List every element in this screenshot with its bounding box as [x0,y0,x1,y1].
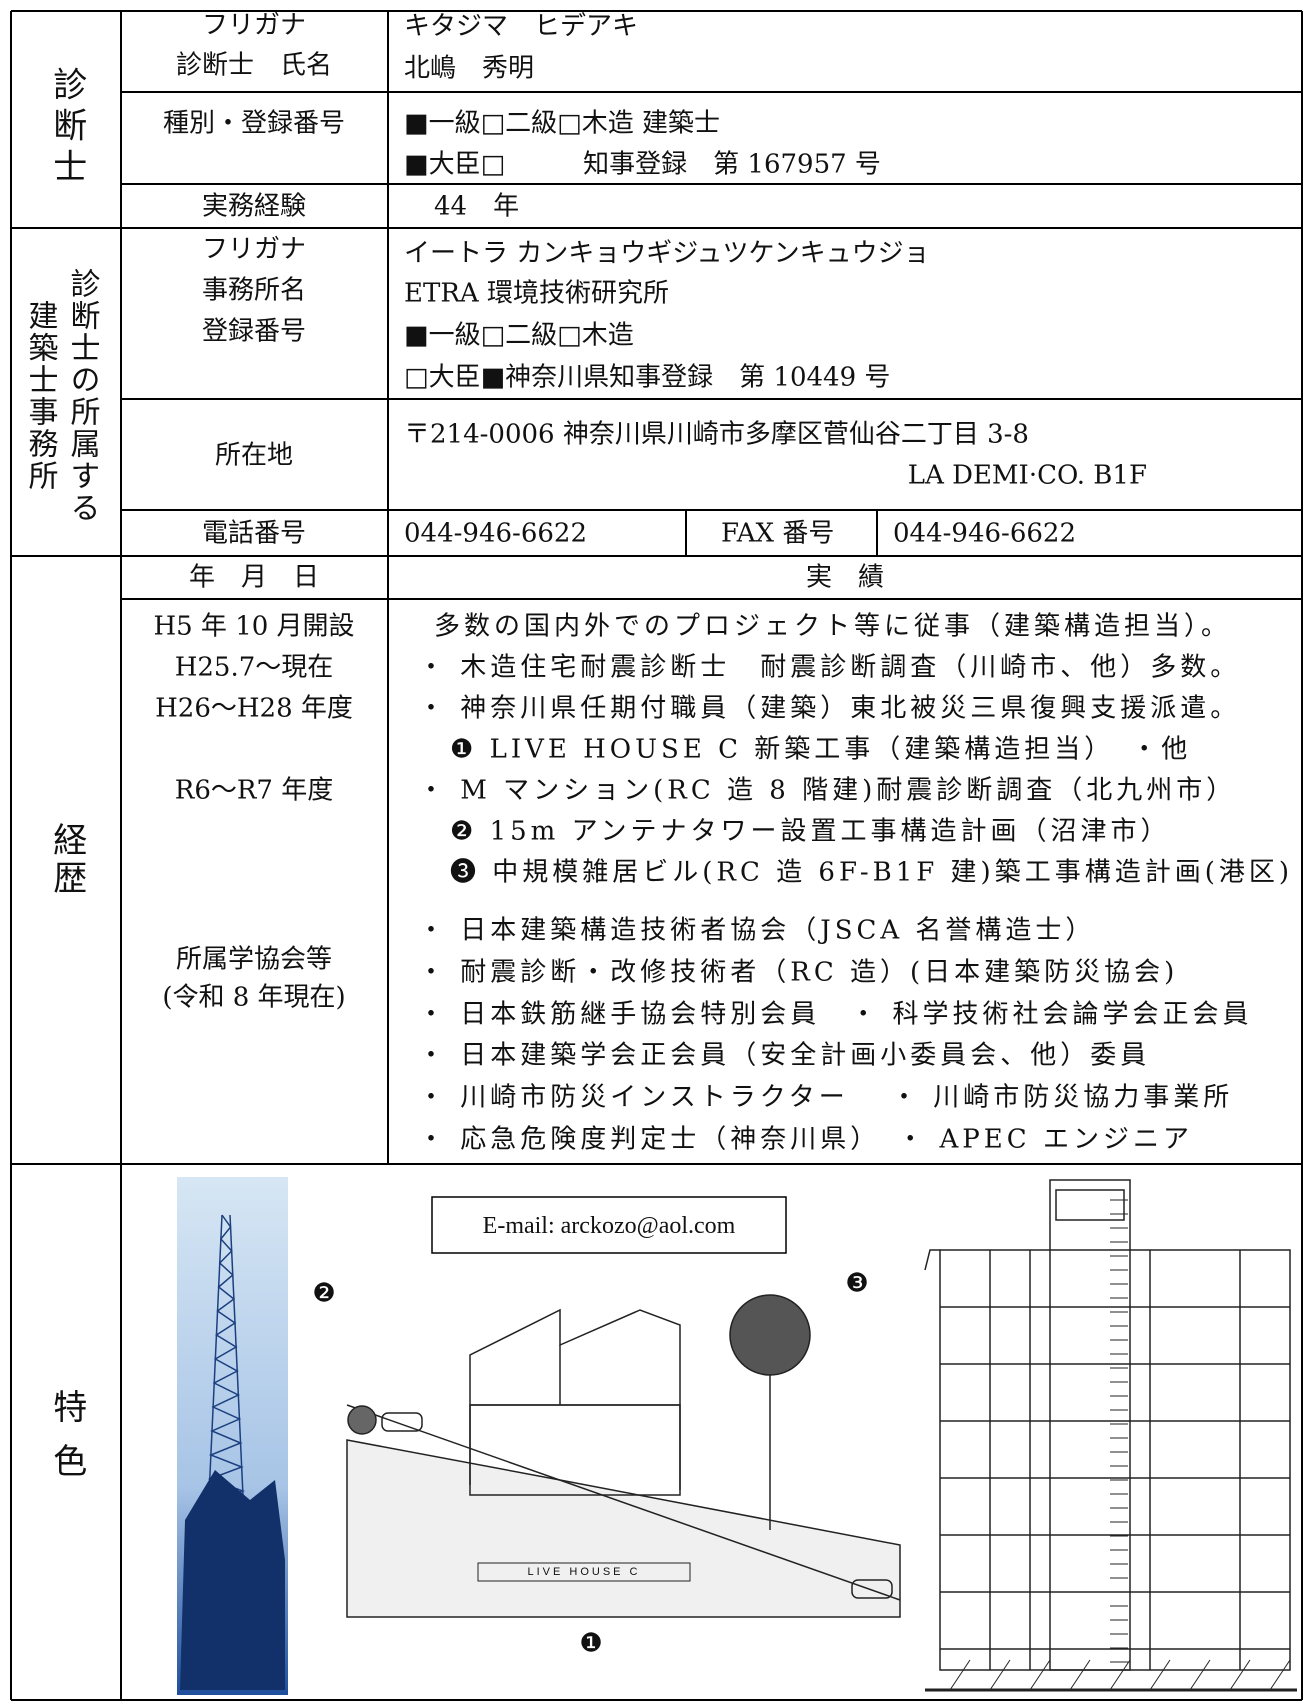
tower-trees [180,1470,285,1690]
date: 所属学協会等 [175,944,333,975]
column-header: 実 績 [805,562,885,593]
label: 事務所名 [201,275,307,306]
hatch [989,1659,1011,1691]
label: FAX 番号 [721,518,835,549]
section-heading: 建築士事務所 [22,300,58,492]
table-grid [10,10,1303,1701]
record: ・ 日本鉄筋継手協会特別会員 ・ 科学技術社会論学会正会員 [418,999,1253,1030]
section-heading: 診断士の所属する [64,268,100,524]
value: 〒214-0006 神奈川県川崎市多摩区菅仙谷二丁目 3-8 [404,419,1029,450]
email-box [431,1196,787,1254]
value: 44 年 [434,191,520,222]
label: フリガナ [201,234,307,265]
hatch [1149,1659,1171,1691]
hatch [949,1659,971,1691]
record: ❶ LIVE HOUSE C 新築工事（建築構造担当） ・他 [450,734,1192,765]
record: 多数の国内外でのプロジェクト等に従事（建築構造担当）。 [434,611,1232,642]
record: ❸ 中規模雑居ビル(RC 造 6F-B1F 建)築工事構造計画(港区) [450,857,1293,888]
value: 044-946-6622 [893,518,1076,549]
value: 北嶋 秀明 [404,53,535,84]
label: 種別・登録番号 [162,108,346,139]
section-heading: 経歴 [46,822,87,898]
value: イートラ カンキョウギジュツケンキュウジョ [404,238,930,269]
label: 診断士 氏名 [175,50,333,81]
record: ❷ 15m アンテナタワー設置工事構造計画（沼津市） [450,816,1171,847]
date: H26～H28 年度 [155,693,353,724]
figure-caption: LIVE HOUSE C [527,1565,641,1578]
value: ■大臣□ 知事登録 第 167957 号 [404,149,881,180]
value: 044-946-6622 [404,518,587,549]
value: キタジマ ヒデアキ [404,11,639,42]
record: ・ 日本建築構造技術者協会（JSCA 名誉構造士） [418,915,1096,946]
section-heading: 診断士 [46,66,87,190]
date: H25.7～現在 [174,652,334,683]
email: E-mail: arckozo@aol.com [482,1212,736,1239]
building-section [924,1179,1297,1692]
record: ・ M マンション(RC 造 8 階建)耐震診断調査（北九州市） [418,775,1237,806]
record: ・ 木造住宅耐震診断士 耐震診断調査（川崎市、他）多数。 [418,652,1241,683]
hatch [1029,1659,1051,1691]
column-header: 年 月 日 [188,562,320,593]
label: フリガナ [201,10,307,41]
hatch [1069,1659,1091,1691]
record: ・ 日本建築学会正会員（安全計画小委員会、他）委員 [418,1041,1151,1072]
value: ETRA 環境技術研究所 [404,278,669,309]
date: H5 年 10 月開設 [153,611,355,642]
house-drawing [346,1294,901,1618]
record: ・ 耐震診断・改修技術者（RC 造）(日本建築防災協会) [418,957,1179,988]
label: 電話番号 [201,518,307,549]
value: □大臣■神奈川県知事登録 第 10449 号 [404,362,891,393]
date: (令和 8 年現在) [162,982,346,1013]
label: 登録番号 [201,316,307,347]
hatch [1229,1659,1251,1691]
record: ・ 応急危険度判定士（神奈川県） ・ APEC エンジニア [418,1124,1193,1155]
tower-photo [177,1177,288,1695]
label: 実務経験 [201,191,307,222]
figure-mark: ❷ [312,1278,336,1309]
hatch [1189,1659,1211,1691]
figure-mark: ❸ [845,1268,869,1299]
value: ■一級□二級□木造 [404,320,634,351]
hatch [1269,1659,1291,1691]
value: LA DEMI·CO. B1F [907,460,1147,491]
record: ・ 神奈川県任期付職員（建築）東北被災三県復興支援派遣。 [418,693,1241,724]
date: R6～R7 年度 [174,775,334,806]
figure-mark: ❶ [579,1628,603,1659]
section-heading: 特色 [46,1389,87,1497]
record: ・ 川崎市防災インストラクター ・ 川崎市防災協力事業所 [418,1082,1234,1113]
hatch [1109,1659,1131,1691]
label: 所在地 [214,440,294,471]
value: ■一級□二級□木造 建築士 [404,108,720,139]
